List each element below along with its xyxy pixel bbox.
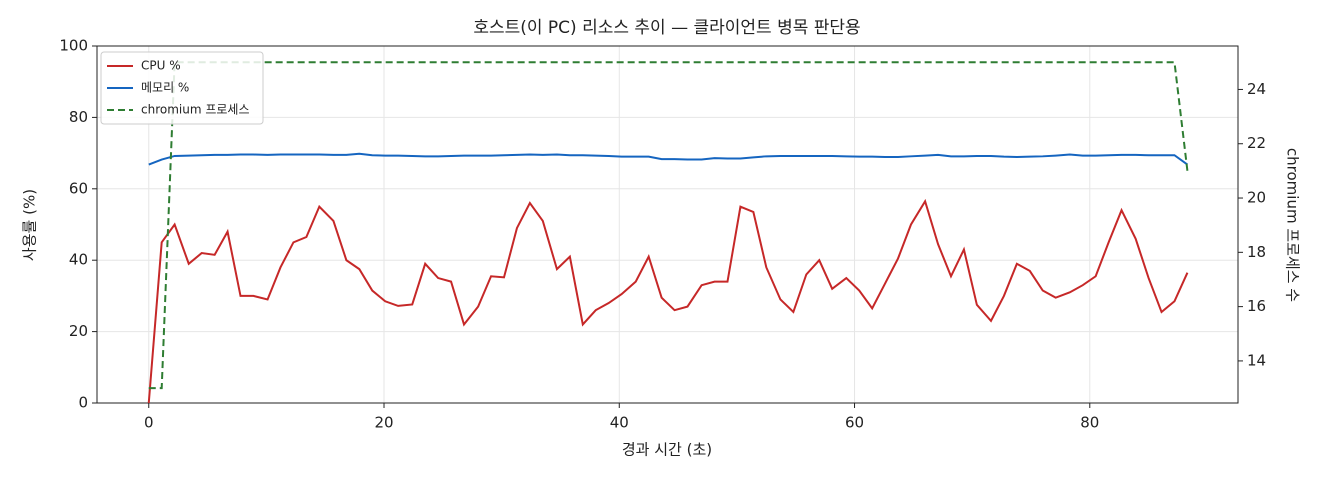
y-tick-label: 40 [69,251,88,269]
series-line [147,198,1189,404]
legend-label: 메모리 % [141,81,189,95]
chart-title: 호스트(이 PC) 리소스 추이 — 클라이언트 병목 판단용 [473,18,860,38]
plot-frame [96,45,1239,404]
y2-tick-label: 22 [1247,134,1266,152]
y-tick-label: 100 [59,37,88,55]
y-tick-label: 80 [69,108,88,126]
legend-box [100,51,264,125]
x-tick-label: 20 [374,414,393,432]
y2-tick-label: 18 [1247,243,1266,261]
y2-tick-label: 24 [1247,80,1266,98]
y-axis-label: 사용률 (%) [21,189,39,261]
series-line [148,61,1189,390]
x-tick-label: 60 [845,414,864,432]
y2-tick-label: 14 [1247,351,1266,369]
x-tick-label: 40 [610,414,629,432]
x-tick-label: 0 [144,414,154,432]
x-tick-label: 80 [1080,414,1099,432]
y2-tick-label: 20 [1247,189,1266,207]
y-tick-label: 0 [78,394,88,412]
x-axis-label: 경과 시간 (초) [622,441,712,459]
series-line [148,152,1189,166]
legend-label: CPU % [141,59,181,73]
y-tick-label: 20 [69,322,88,340]
y2-tick-label: 16 [1247,297,1266,315]
y2-axis-label: chromium 프로세스 수 [1284,148,1302,302]
legend-label: chromium 프로세스 [141,103,250,117]
y-tick-label: 60 [69,179,88,197]
